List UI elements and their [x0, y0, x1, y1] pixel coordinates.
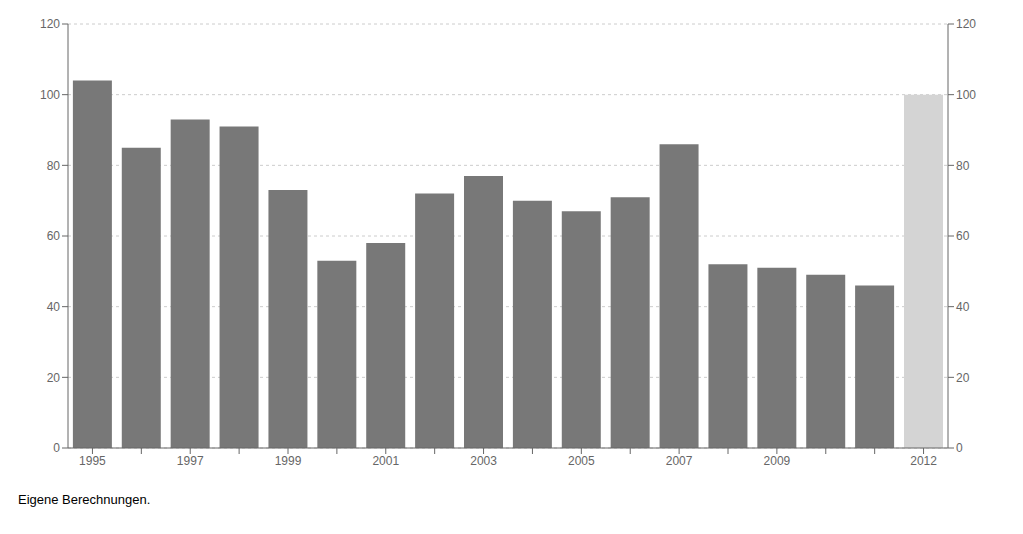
svg-text:60: 60	[47, 229, 61, 243]
svg-text:0: 0	[956, 441, 963, 455]
svg-text:2009: 2009	[764, 454, 791, 468]
html-text:Eigene Berechnungen.: Eigene Berechnungen.	[18, 492, 151, 507]
svg-text:80: 80	[956, 159, 970, 173]
svg-text:2007: 2007	[666, 454, 693, 468]
svg-text:100: 100	[956, 88, 976, 102]
svg-text:60: 60	[956, 229, 970, 243]
svg-text:40: 40	[956, 300, 970, 314]
svg-text:20: 20	[956, 371, 970, 385]
svg-text:1999: 1999	[275, 454, 302, 468]
svg-text:2001: 2001	[372, 454, 399, 468]
svg-text:1997: 1997	[177, 454, 204, 468]
svg-text:40: 40	[47, 300, 61, 314]
svg-text:80: 80	[47, 159, 61, 173]
svg-text:100: 100	[40, 88, 60, 102]
svg-text:0: 0	[53, 441, 60, 455]
svg-text:2005: 2005	[568, 454, 595, 468]
svg-text:2012: 2012	[910, 454, 937, 468]
svg-text:1995: 1995	[79, 454, 106, 468]
svg-text:2003: 2003	[470, 454, 497, 468]
svg-text:120: 120	[40, 17, 60, 31]
svg-text:120: 120	[956, 17, 976, 31]
svg-text:20: 20	[47, 371, 61, 385]
